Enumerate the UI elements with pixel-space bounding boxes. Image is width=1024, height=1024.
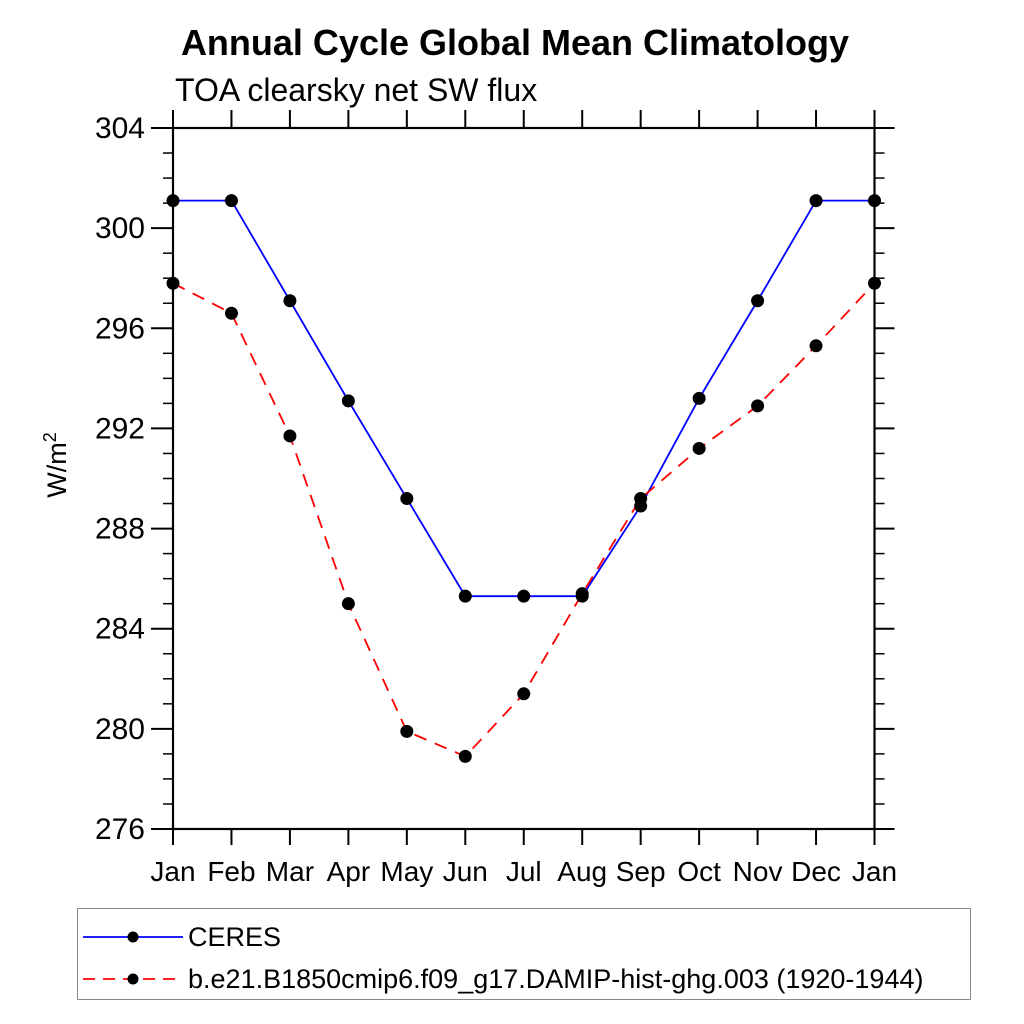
y-tick-label: 276 — [95, 813, 145, 846]
x-tick-label: Jan — [150, 856, 195, 887]
data-point-marker-model — [224, 306, 238, 320]
data-point-marker-ceres — [400, 492, 414, 506]
legend-item-model: b.e21.B1850cmip6.f09_g17.DAMIP-hist-ghg.… — [81, 964, 924, 994]
series-line-ceres — [173, 199, 875, 598]
series-line-model — [172, 282, 876, 758]
data-point-marker-ceres — [166, 194, 180, 208]
y-tick-label: 292 — [95, 412, 145, 445]
data-point-marker-model — [283, 429, 297, 443]
x-tick-label: Jun — [443, 856, 488, 887]
x-tick-label: Oct — [677, 856, 721, 887]
x-tick-label: Feb — [207, 856, 255, 887]
data-point-marker-ceres — [224, 194, 238, 208]
data-point-marker-ceres — [517, 589, 531, 603]
chart-subtitle: TOA clearsky net SW flux — [175, 72, 538, 108]
data-point-marker-model — [809, 339, 823, 353]
x-tick-label: Dec — [791, 856, 841, 887]
x-tick-label: Jul — [506, 856, 542, 887]
chart-title: Annual Cycle Global Mean Climatology — [180, 22, 850, 63]
x-tick-label: Sep — [616, 856, 666, 887]
y-tick-label: 284 — [95, 613, 145, 646]
y-tick-label: 296 — [95, 312, 145, 345]
data-point-marker-ceres — [809, 194, 823, 208]
data-point-marker-model — [575, 587, 589, 601]
data-point-marker-model — [166, 276, 180, 290]
data-point-marker-model — [692, 441, 706, 455]
x-tick-label: May — [380, 856, 433, 887]
data-point-marker-ceres — [283, 294, 297, 308]
y-tick-label: 304 — [95, 112, 145, 145]
legend-sample-model-line — [83, 973, 183, 985]
legend-label-model: b.e21.B1850cmip6.f09_g17.DAMIP-hist-ghg.… — [188, 964, 924, 994]
data-point-marker-model — [341, 597, 355, 611]
y-tick-label: 300 — [95, 212, 145, 245]
x-tick-label: Nov — [733, 856, 783, 887]
data-point-marker-ceres — [692, 391, 706, 405]
data-point-marker-model — [634, 492, 648, 506]
y-tick-label: 280 — [95, 713, 145, 746]
x-tick-label: Mar — [266, 856, 314, 887]
legend-sample-ceres-line — [83, 931, 183, 943]
legend-marker-icon — [127, 973, 139, 985]
x-tick-label: Aug — [557, 856, 607, 887]
y-tick-label: 288 — [95, 513, 145, 546]
data-point-marker-model — [400, 724, 414, 738]
x-tick-label: Jan — [852, 856, 897, 887]
x-tick-label: Apr — [327, 856, 371, 887]
plot-frame — [171, 126, 876, 831]
data-point-marker-model — [458, 749, 472, 763]
data-point-marker-ceres — [751, 294, 765, 308]
legend: CERES b.e21.B1850cmip6.f09_g17.DAMIP-his… — [77, 908, 971, 1000]
data-point-marker-model — [751, 399, 765, 413]
data-point-marker-model — [517, 687, 531, 701]
legend-item-ceres: CERES — [81, 922, 282, 952]
data-point-marker-model — [868, 276, 881, 290]
data-point-marker-ceres — [341, 394, 355, 408]
data-point-marker-ceres — [868, 194, 881, 208]
data-point-marker-ceres — [458, 589, 472, 603]
legend-label-ceres: CERES — [188, 922, 282, 952]
legend-marker-icon — [127, 931, 139, 943]
